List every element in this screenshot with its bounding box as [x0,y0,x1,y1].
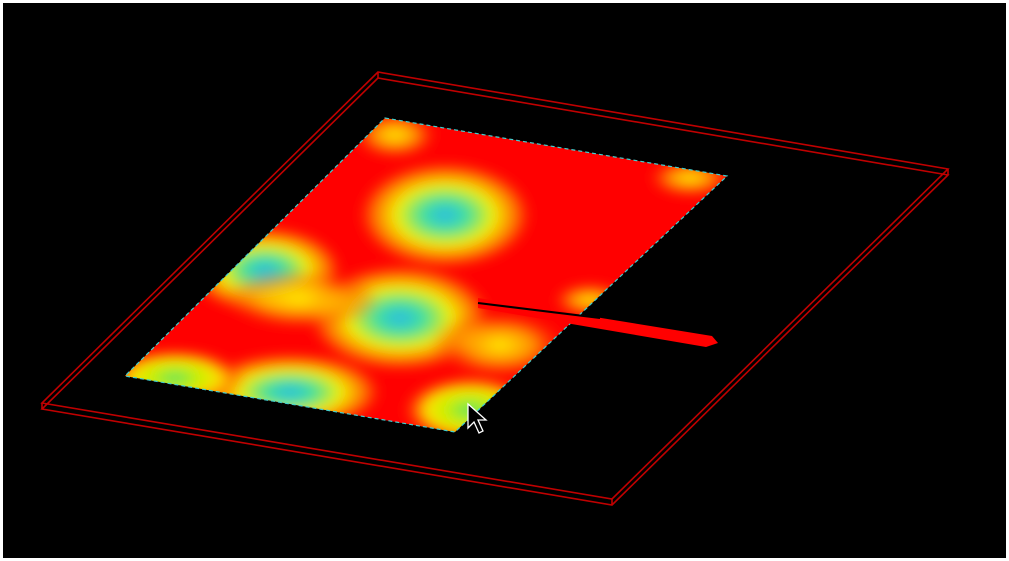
patch-outline [123,117,729,433]
mouse-cursor [467,402,488,434]
feed-slot [477,302,601,319]
substrate-wireframe [40,71,950,506]
